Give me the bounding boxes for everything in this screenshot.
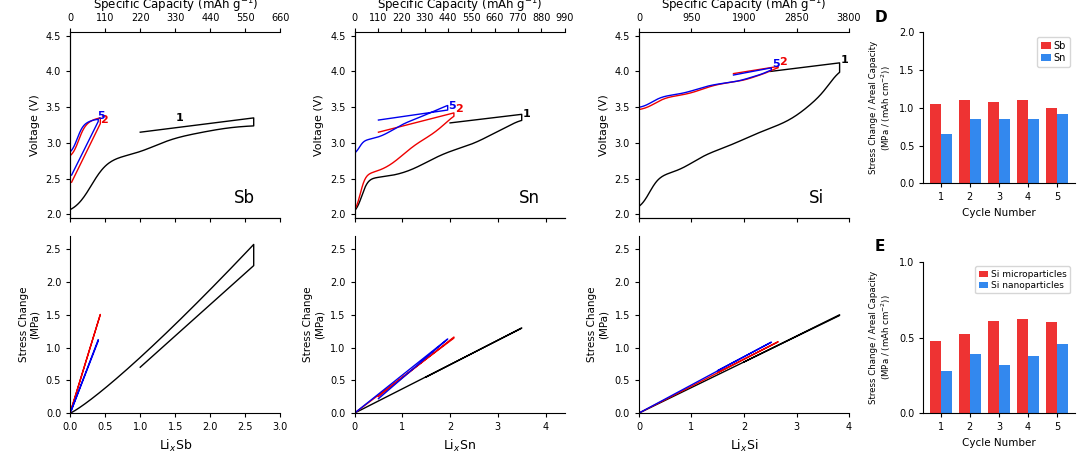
Bar: [930, 104, 941, 183]
Text: E: E: [875, 239, 886, 254]
X-axis label: Li$_x$Sb: Li$_x$Sb: [159, 438, 192, 454]
Bar: [988, 321, 999, 413]
Bar: [941, 134, 951, 183]
Bar: [1017, 319, 1028, 413]
Text: 5: 5: [772, 59, 780, 69]
X-axis label: Li$_x$Si: Li$_x$Si: [730, 438, 758, 454]
Bar: [959, 100, 970, 183]
Y-axis label: Stress Change / Areal Capacity
(MPa / (mAh cm$^{-2}$)): Stress Change / Areal Capacity (MPa / (m…: [869, 271, 893, 404]
Y-axis label: Stress Change
(MPa): Stress Change (MPa): [588, 287, 609, 362]
Text: 2: 2: [455, 104, 462, 114]
X-axis label: Li$_x$Sn: Li$_x$Sn: [443, 438, 476, 454]
Text: Si: Si: [809, 189, 824, 207]
Text: D: D: [875, 10, 888, 25]
Bar: [970, 354, 981, 413]
X-axis label: Specific Capacity (mAh g$^{-1}$): Specific Capacity (mAh g$^{-1}$): [93, 0, 258, 15]
X-axis label: Specific Capacity (mAh g$^{-1}$): Specific Capacity (mAh g$^{-1}$): [377, 0, 542, 15]
Legend: Si microparticles, Si nanoparticles: Si microparticles, Si nanoparticles: [975, 266, 1070, 293]
Text: 1: 1: [175, 113, 183, 123]
Bar: [930, 341, 941, 413]
Text: 2: 2: [100, 115, 108, 125]
Y-axis label: Voltage (V): Voltage (V): [30, 94, 40, 156]
Bar: [999, 365, 1010, 413]
Y-axis label: Stress Change
(MPa): Stress Change (MPa): [18, 287, 40, 362]
Bar: [1028, 356, 1039, 413]
Bar: [988, 102, 999, 183]
X-axis label: Cycle Number: Cycle Number: [962, 208, 1036, 218]
Legend: Sb, Sn: Sb, Sn: [1037, 37, 1069, 67]
Bar: [959, 335, 970, 413]
Bar: [1057, 343, 1068, 413]
Bar: [1057, 114, 1068, 183]
Text: Sn: Sn: [518, 189, 540, 207]
X-axis label: Cycle Number: Cycle Number: [962, 438, 1036, 448]
Bar: [999, 119, 1010, 183]
Y-axis label: Voltage (V): Voltage (V): [314, 94, 324, 156]
Y-axis label: Stress Change
(MPa): Stress Change (MPa): [302, 287, 324, 362]
Bar: [1047, 108, 1057, 183]
Text: 5: 5: [448, 101, 456, 111]
X-axis label: Specific Capacity (mAh g$^{-1}$): Specific Capacity (mAh g$^{-1}$): [661, 0, 826, 15]
Y-axis label: Stress Change / Areal Capacity
(MPa / (mAh cm$^{-2}$)): Stress Change / Areal Capacity (MPa / (m…: [869, 41, 893, 174]
Bar: [970, 119, 981, 183]
Text: Sb: Sb: [234, 189, 255, 207]
Bar: [1028, 119, 1039, 183]
Bar: [1047, 322, 1057, 413]
Y-axis label: Voltage (V): Voltage (V): [599, 94, 609, 156]
Text: 5: 5: [97, 111, 105, 121]
Text: 2: 2: [779, 57, 787, 67]
Bar: [941, 371, 951, 413]
Text: 1: 1: [523, 109, 530, 119]
Text: 1: 1: [840, 55, 849, 65]
Bar: [1017, 100, 1028, 183]
